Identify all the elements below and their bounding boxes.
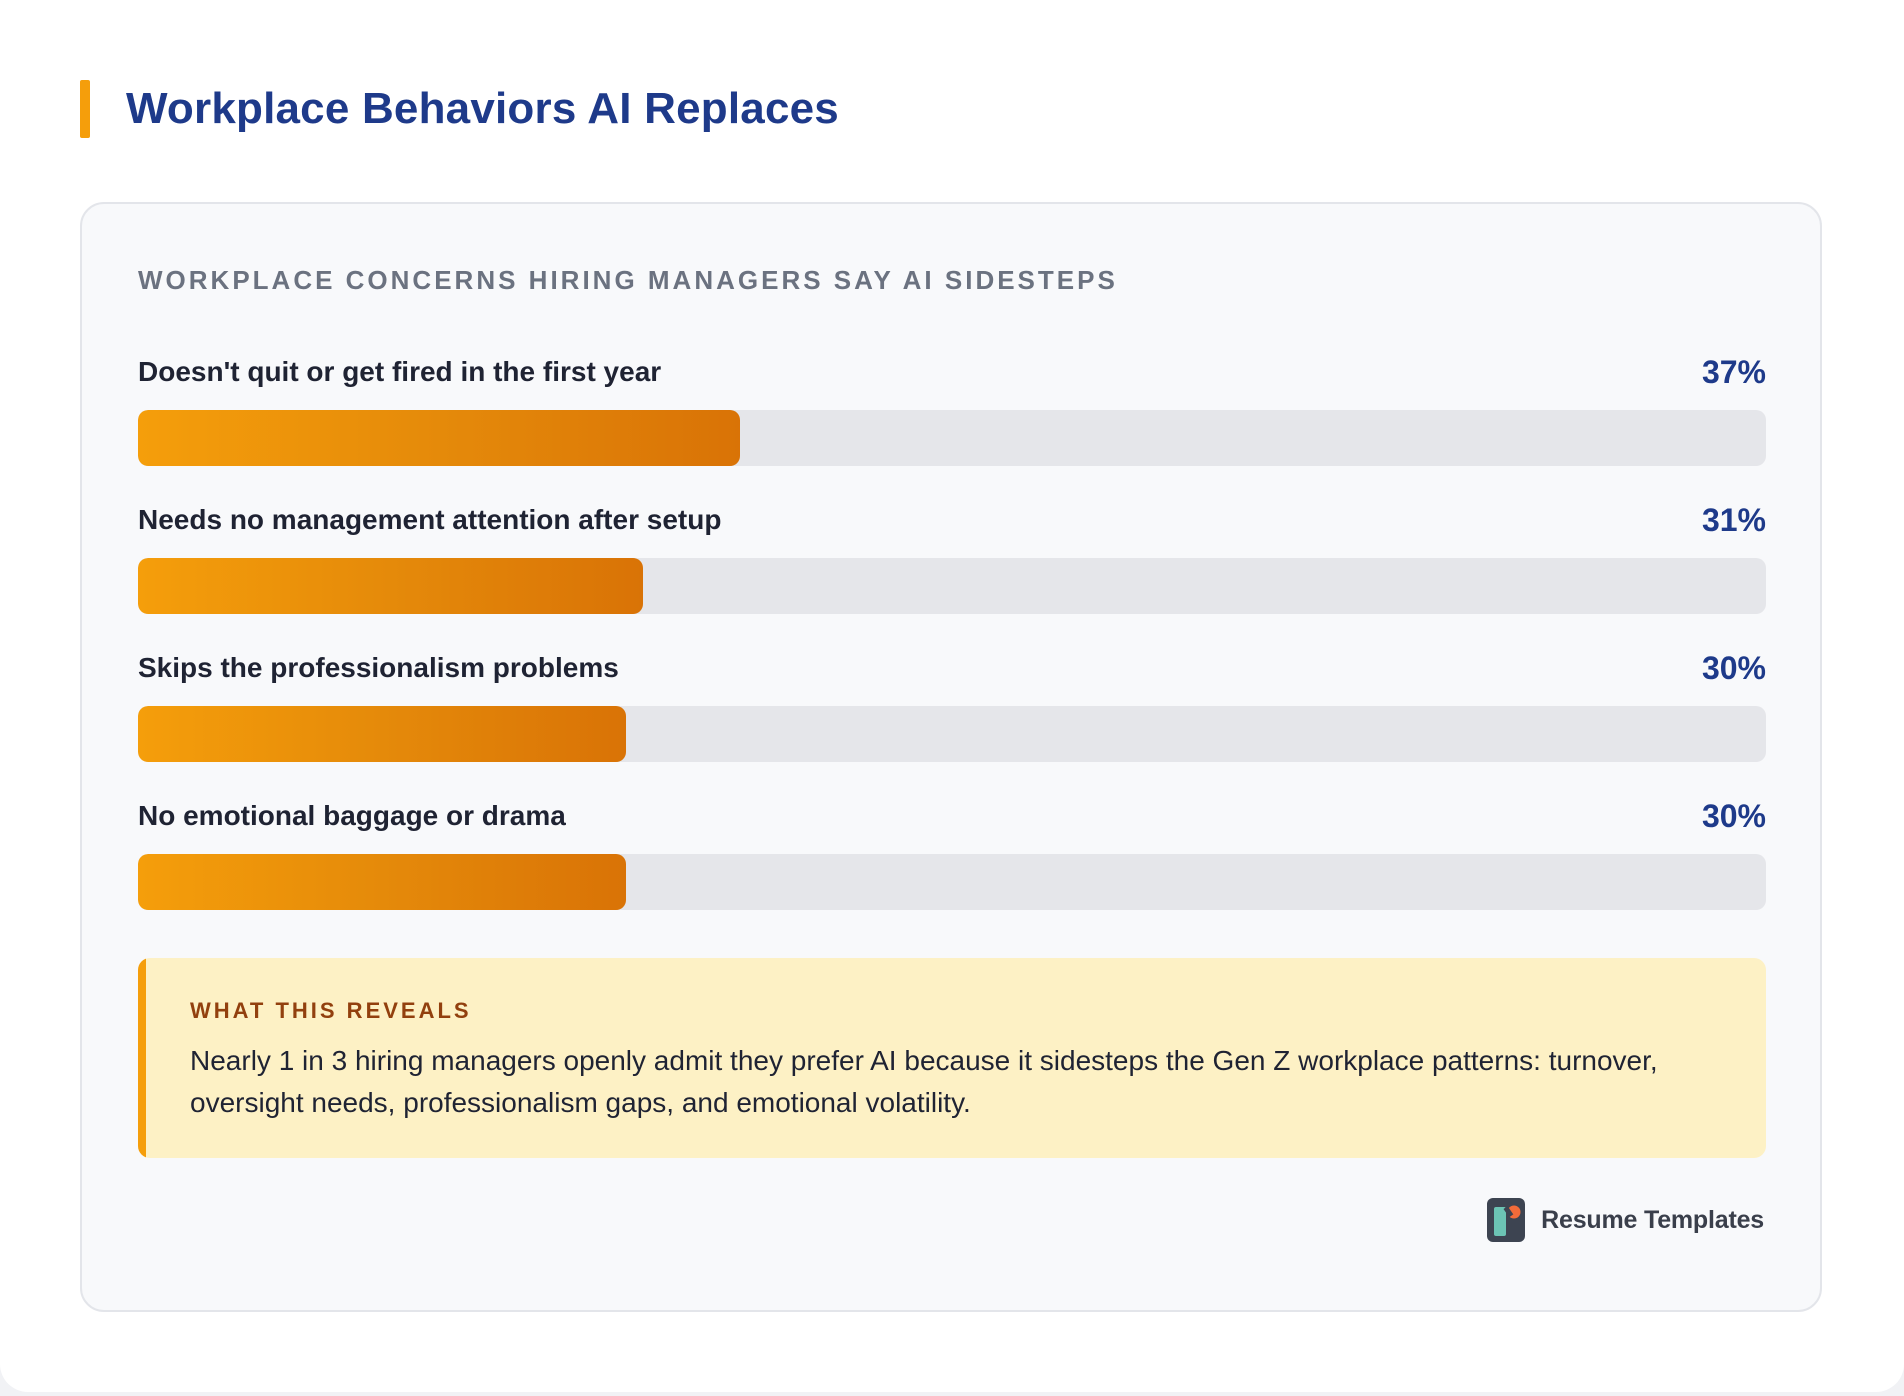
bar-fill [138, 854, 627, 910]
bar-track [138, 410, 1766, 466]
bar-value-label: 31% [1701, 502, 1766, 538]
bar-label: Needs no management attention after setu… [138, 504, 722, 535]
bar-value-label: 30% [1701, 798, 1766, 834]
bar-fill [138, 558, 643, 614]
insight-callout: WHAT THIS REVEALS Nearly 1 in 3 hiring m… [138, 958, 1766, 1158]
bar-row: No emotional baggage or drama 30% [138, 798, 1766, 946]
bar-fill [138, 410, 741, 466]
bar-track [138, 706, 1766, 762]
bar-value-label: 30% [1701, 650, 1766, 686]
callout-heading: WHAT THIS REVEALS [190, 998, 472, 1023]
callout-text: Nearly 1 in 3 hiring managers openly adm… [190, 1045, 1658, 1118]
title-row: Workplace Behaviors AI Replaces [80, 80, 839, 138]
bar-label: Doesn't quit or get fired in the first y… [138, 356, 662, 387]
bar-label: Skips the professionalism problems [138, 652, 619, 683]
brand: Resume Templates [1487, 1198, 1764, 1242]
bar-row: Skips the professionalism problems 30% [138, 650, 1766, 798]
bar-value-label: 37% [1701, 354, 1766, 390]
bar-track [138, 854, 1766, 910]
bar-fill [138, 706, 627, 762]
chart-title: WORKPLACE CONCERNS HIRING MANAGERS SAY A… [138, 265, 1118, 295]
callout-accent-bar [138, 958, 146, 1158]
bar-rows: Doesn't quit or get fired in the first y… [138, 354, 1766, 946]
bar-row: Doesn't quit or get fired in the first y… [138, 354, 1766, 502]
bar-label: No emotional baggage or drama [138, 800, 566, 831]
chart-card: WORKPLACE CONCERNS HIRING MANAGERS SAY A… [80, 202, 1822, 1312]
bar-track [138, 558, 1766, 614]
brand-name: Resume Templates [1541, 1205, 1764, 1234]
title-accent-bar [80, 80, 90, 138]
resume-templates-logo-icon [1487, 1198, 1526, 1242]
bar-row: Needs no management attention after setu… [138, 502, 1766, 650]
page-title: Workplace Behaviors AI Replaces [126, 84, 839, 133]
